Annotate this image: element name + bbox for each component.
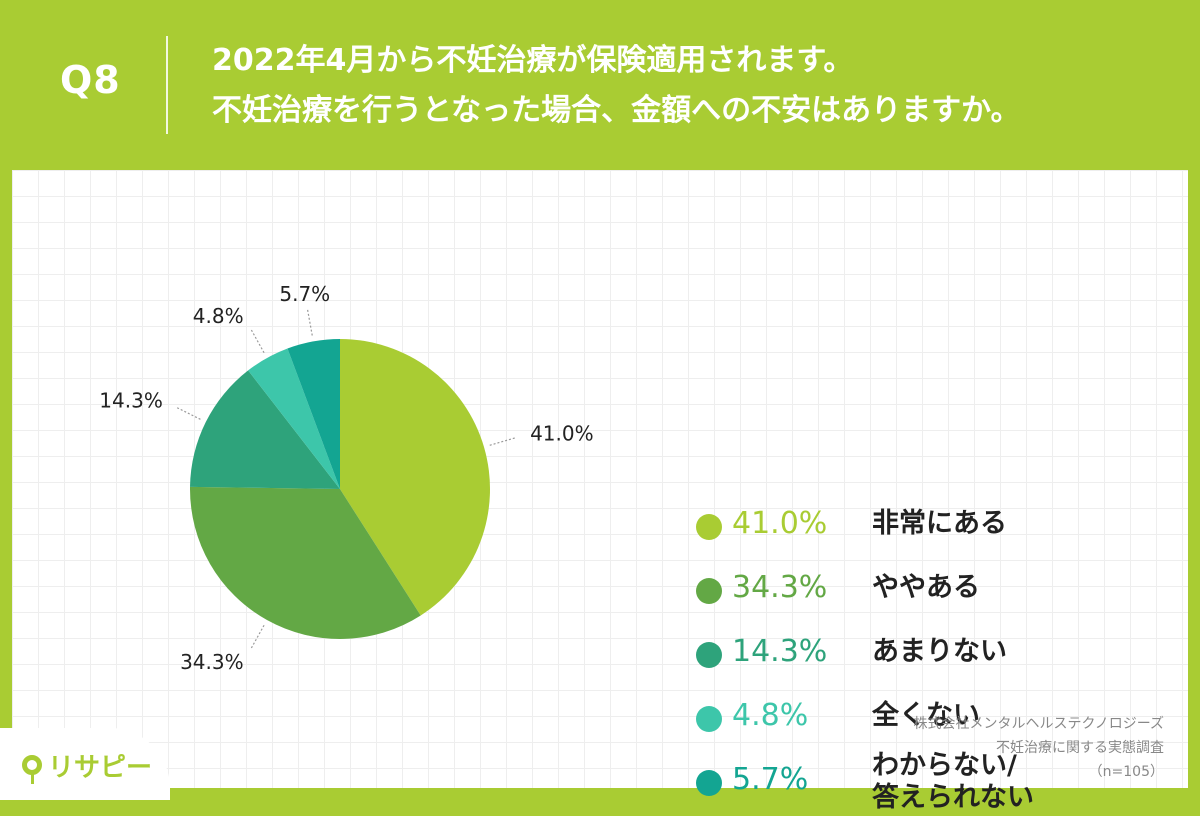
- data-label: 34.3%: [180, 650, 244, 674]
- header-divider: [166, 36, 168, 134]
- source-note: 株式会社メンタルヘルステクノロジーズ 不妊治療に関する実態調査 （n=105）: [914, 712, 1164, 784]
- slice-not-at-all: [248, 348, 340, 489]
- legend-value: 14.3%: [732, 634, 828, 669]
- question-title: 2022年4月から不妊治療が保険適用されます。 不妊治療を行うとなった場合、金額…: [212, 36, 1172, 136]
- data-label: 41.0%: [530, 422, 594, 446]
- legend-label: 非常にある: [872, 508, 1007, 539]
- leader-line: [175, 406, 201, 420]
- question-title-line2: 不妊治療を行うとなった場合、金額への不安はありますか。: [212, 93, 1021, 128]
- legend-value: 34.3%: [732, 570, 828, 605]
- legend-label: ややある: [872, 572, 980, 603]
- leader-line: [249, 624, 265, 651]
- legend-value: 4.8%: [732, 698, 809, 733]
- slice-dont-know: [287, 339, 340, 489]
- question-number: Q8: [60, 58, 121, 102]
- legend-label: 全くない: [872, 700, 980, 731]
- question-header: Q8 2022年4月から不妊治療が保険適用されます。 不妊治療を行うとなった場合…: [0, 0, 1200, 170]
- slice-somewhat-anxious: [189, 486, 421, 639]
- leader-line: [306, 307, 313, 336]
- legend-swatch: [696, 578, 722, 604]
- slice-not-very-anxious: [190, 370, 340, 489]
- legend-label: あまりない: [872, 636, 1007, 667]
- brand-logo-text: リサピー: [48, 752, 153, 783]
- legend-item-not-at-all: 4.8% 全くない: [690, 688, 1130, 752]
- data-label: 4.8%: [193, 304, 244, 328]
- slice-very-anxious: [340, 339, 490, 616]
- legend-item-very-anxious: 41.0% 非常にある: [690, 496, 1130, 560]
- chart-legend: 41.0% 非常にある 34.3% ややある 14.3% あまりない 4.8% …: [690, 496, 1130, 816]
- data-label: 5.7%: [279, 282, 330, 306]
- legend-swatch: [696, 706, 722, 732]
- pie-chart: 41.0% 34.3% 14.3% 4.8% 5.7%: [99, 282, 594, 674]
- legend-swatch: [696, 770, 722, 796]
- legend-value: 5.7%: [732, 762, 809, 797]
- brand-logo: リサピー: [22, 745, 152, 785]
- source-company: 株式会社メンタルヘルステクノロジーズ: [913, 716, 1164, 732]
- pin-icon: [22, 755, 42, 784]
- legend-value: 41.0%: [732, 506, 828, 541]
- data-label: 14.3%: [99, 389, 163, 413]
- legend-item-not-very-anxious: 14.3% あまりない: [690, 624, 1130, 688]
- leader-line: [249, 327, 265, 354]
- source-survey: 不妊治療に関する実態調査: [996, 740, 1164, 756]
- question-title-line1: 2022年4月から不妊治療が保険適用されます。: [212, 43, 854, 78]
- legend-item-dont-know: 5.7% わからない/ 答えられない: [690, 750, 1130, 816]
- chart-panel: 41.0% 34.3% 14.3% 4.8% 5.7% 41.0% 非常にある 34.3…: [12, 170, 1188, 813]
- leader-line: [489, 436, 517, 446]
- legend-swatch: [696, 642, 722, 668]
- legend-swatch: [696, 514, 722, 540]
- source-sample-size: （n=105）: [1088, 764, 1164, 780]
- legend-item-somewhat-anxious: 34.3% ややある: [690, 560, 1130, 624]
